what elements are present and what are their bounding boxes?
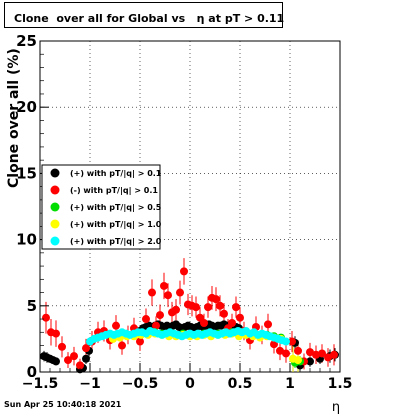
axes: −1.5 −1 −0.5 0 0.5 1 1.5 0 5 10 15 20 25 [16, 32, 352, 392]
legend-marker [50, 236, 60, 246]
legend-label: (+) with pT/|q| > 0.1 [70, 169, 162, 178]
data-point [216, 301, 224, 310]
data-point [118, 341, 126, 350]
legend-box [41, 164, 161, 250]
data-point [212, 295, 220, 304]
data-point [172, 305, 180, 314]
data-point [148, 288, 156, 297]
data-point [180, 267, 188, 276]
legend-marker [50, 185, 60, 195]
x-axis-label: η [332, 400, 340, 414]
data-point [112, 321, 120, 330]
data-point [152, 321, 160, 330]
legend-label: (+) with pT/|q| > 0.5 [70, 203, 162, 212]
legend-label: (-) with pT/|q| > 0.1 [70, 186, 158, 195]
legend-marker [50, 168, 60, 178]
data-point [294, 346, 302, 355]
data-point [176, 288, 184, 297]
data-point [42, 313, 50, 322]
chart-title: Clone over all for Global vs η at pT > 0… [14, 12, 285, 25]
data-point [330, 350, 338, 359]
data-points [40, 267, 339, 374]
y-tick-label: 15 [16, 164, 37, 182]
data-point [142, 315, 150, 324]
data-point [82, 354, 90, 363]
legend: (+) with pT/|q| > 0.1 (-) with pT/|q| > 0… [41, 164, 162, 250]
data-point [82, 344, 90, 353]
y-axis-label: Clone over all (%) [6, 48, 22, 188]
data-point [294, 356, 302, 365]
data-point [236, 313, 244, 322]
x-tick-label: 1 [285, 376, 295, 392]
data-point [204, 303, 212, 312]
data-point [288, 337, 296, 346]
data-point [64, 356, 72, 365]
legend-label: (+) with pT/|q| > 2.0 [70, 237, 162, 246]
legend-marker [50, 219, 60, 229]
data-point [232, 303, 240, 312]
x-tick-label: 0 [185, 376, 195, 392]
legend-label: (+) with pT/|q| > 1.0 [70, 220, 162, 229]
x-tick-label: −1.5 [22, 376, 59, 392]
data-point [312, 350, 320, 359]
data-point [306, 357, 314, 366]
y-tick-label: 5 [27, 297, 37, 315]
data-point [76, 361, 84, 370]
data-point [200, 319, 208, 328]
data-point [136, 337, 144, 346]
data-point [52, 329, 60, 338]
data-point [276, 346, 284, 355]
y-tick-label: 10 [16, 231, 37, 249]
y-tick-label: 25 [16, 32, 37, 50]
data-point [282, 337, 290, 346]
data-point [324, 353, 332, 362]
title-box: Clone over all for Global vs η at pT > 0… [4, 2, 285, 28]
data-point [264, 320, 272, 329]
data-point [70, 352, 78, 361]
data-point [52, 357, 60, 366]
x-tick-label: −0.5 [122, 376, 159, 392]
data-point [156, 311, 164, 320]
y-tick-label: 20 [16, 98, 37, 116]
data-point [228, 319, 236, 328]
data-point [192, 303, 200, 312]
data-point [318, 349, 326, 358]
x-tick-label: 0.5 [228, 376, 253, 392]
data-point [306, 348, 314, 357]
data-point [164, 291, 172, 300]
data-point [58, 342, 66, 351]
timestamp-footer: Sun Apr 25 10:40:18 2021 [4, 400, 122, 409]
legend-marker [50, 202, 60, 212]
data-point [282, 349, 290, 358]
x-tick-label: 1.5 [328, 376, 353, 392]
data-point [160, 281, 168, 290]
y-tick-label: 0 [27, 363, 37, 381]
x-tick-label: −1 [79, 376, 100, 392]
data-point [220, 309, 228, 318]
